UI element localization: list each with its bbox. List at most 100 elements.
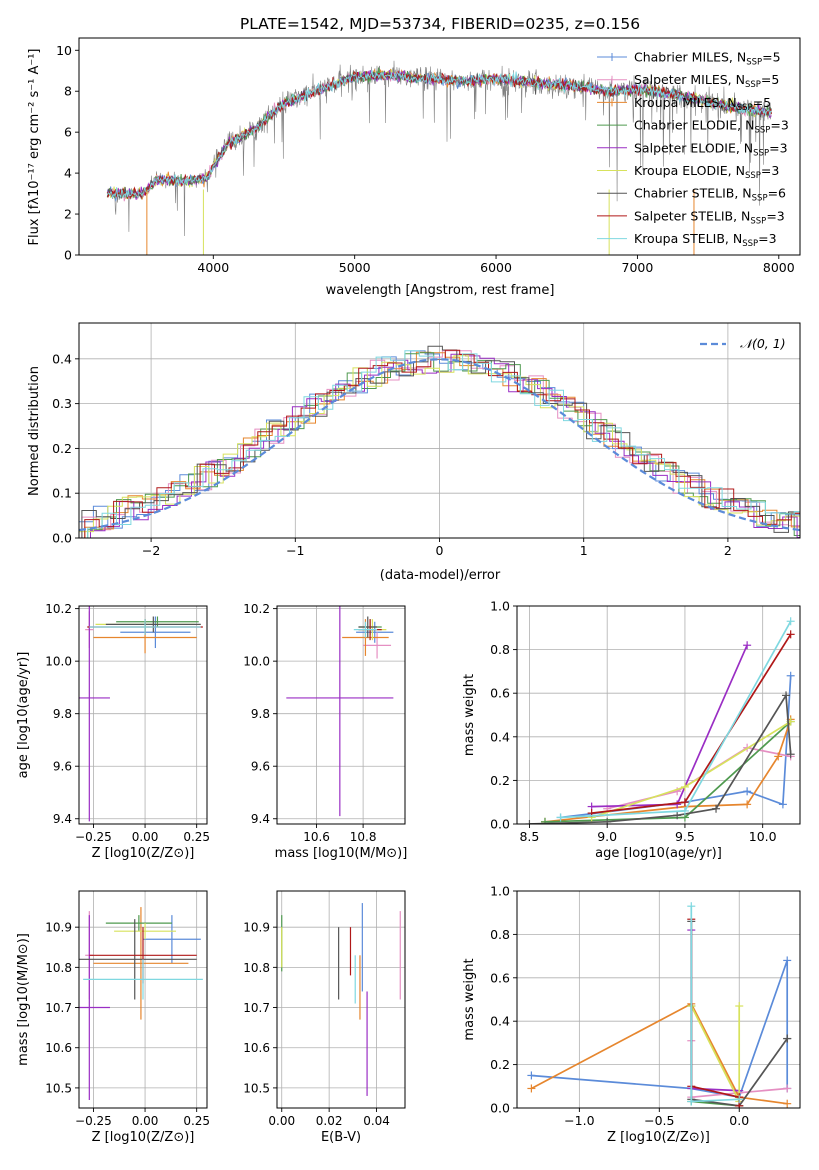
x-tick-label: −1.0 [564, 1113, 594, 1128]
x-tick-label: 0 [436, 543, 444, 558]
axes-age_vs_mass: 10.6 10.8 9.4 9.6 9.8 10.0 10.2 mass [log10(M/M… [243, 602, 407, 861]
plot-area [525, 617, 795, 824]
legend-label: Salpeter STELIB, NSSP=3 [634, 208, 785, 226]
x-axis-label: E(B-V) [321, 1130, 361, 1145]
y-tick-label: 0.8 [490, 642, 510, 657]
y-tick-label: 1.0 [490, 884, 510, 899]
legend-label: Kroupa ELODIE, NSSP=3 [634, 163, 779, 181]
histogram-series [81, 345, 800, 538]
y-tick-label: 8 [64, 84, 72, 99]
axes-frame [516, 605, 801, 825]
y-tick-label: 9.8 [251, 707, 270, 721]
y-tick-label: 0.2 [490, 1057, 510, 1072]
x-axis-label: Z [log10(Z/Z⊙)] [92, 1130, 195, 1145]
y-tick-label: 9.8 [53, 707, 72, 721]
axes-mass_weight_vs_age: 8.5 9.0 9.5 10.0 0.0 0.2 0.4 0.6 0.8 1.0 age [log1… [462, 599, 801, 861]
axes-age_vs_Z: −0.25 0.00 0.25 9.4 9.6 9.8 10.0 10.2 Z [log10(Z… [16, 602, 210, 861]
axes-frame [78, 605, 208, 825]
spectrum-model-line [106, 69, 772, 200]
x-tick-label: 10.8 [350, 830, 377, 844]
weight-series-line [560, 675, 792, 819]
y-tick-label: 9.6 [251, 760, 270, 774]
x-tick-label: 0.00 [132, 1114, 159, 1128]
x-tick-label: 0.25 [183, 1114, 210, 1128]
legend-label: Chabrier MILES, NSSP=5 [634, 50, 781, 68]
y-axis-label: Normed distribution [27, 366, 42, 496]
y-tick-label: 0.1 [52, 486, 72, 501]
legend: Chabrier MILES, NSSP=5 Salpeter MILES, NS… [597, 50, 789, 249]
plot-area [79, 345, 800, 538]
y-tick-label: 10.6 [243, 1041, 270, 1055]
y-tick-label: 0.0 [52, 531, 72, 546]
x-axis-label: Z [log10(Z/Z⊙)] [92, 846, 195, 861]
weight-series-line [544, 719, 792, 823]
y-tick-label: 10.0 [243, 655, 270, 669]
y-axis-label: mass weight [462, 958, 477, 1040]
weight-series-line [560, 620, 792, 819]
axes-spectrum: 4000 5000 6000 7000 8000 0 2 4 6 8 10 wavelength [A… [27, 37, 801, 298]
legend-label: Kroupa MILES, NSSP=5 [634, 95, 771, 113]
y-axis-label: mass weight [462, 674, 477, 756]
y-tick-label: 0.8 [490, 927, 510, 942]
plot-area [106, 60, 772, 255]
y-tick-label: 10.2 [45, 602, 72, 616]
weight-series-line [690, 906, 740, 1103]
x-tick-label: −0.5 [644, 1113, 674, 1128]
weight-series-line [531, 1002, 788, 1105]
y-tick-label: 10.5 [243, 1081, 270, 1095]
histogram-series [84, 349, 800, 538]
x-tick-label: 1 [580, 543, 588, 558]
x-axis-label: Z [log10(Z/Z⊙)] [607, 1130, 710, 1145]
y-tick-label: 9.6 [53, 760, 72, 774]
x-axis-label: wavelength [Angstrom, rest frame] [326, 283, 555, 298]
x-tick-label: 10.6 [303, 830, 330, 844]
legend-label: Kroupa STELIB, NSSP=3 [634, 231, 777, 249]
y-tick-label: 0.4 [490, 1014, 510, 1029]
y-tick-label: 0.0 [490, 1101, 510, 1116]
plot-area [286, 606, 394, 817]
y-tick-label: 0.2 [52, 441, 72, 456]
axes-mass_weight_vs_Z: −1.0 −0.5 0.0 0.0 0.2 0.4 0.6 0.8 1.0 Z [log10(Z/… [462, 884, 801, 1145]
x-axis-label: age [log10(age/yr)] [595, 846, 722, 861]
x-tick-label: 0.25 [183, 830, 210, 844]
axes-mass_vs_Z: −0.25 0.00 0.25 10.5 10.6 10.7 10.8 10.9 Z [log1… [16, 890, 210, 1145]
axes-frame [78, 890, 208, 1109]
x-tick-label: 2 [724, 543, 732, 558]
x-tick-label: 8.5 [519, 829, 539, 844]
x-tick-label: 10.0 [749, 829, 777, 844]
y-tick-label: 4 [64, 166, 72, 181]
histogram-series [79, 355, 800, 538]
x-tick-label: 9.0 [597, 829, 617, 844]
weight-series-line [529, 692, 792, 824]
y-tick-label: 0.4 [52, 351, 72, 366]
y-tick-label: 0.4 [490, 729, 510, 744]
weight-series-line [690, 930, 740, 1092]
x-tick-label: −2 [142, 543, 160, 558]
y-tick-label: 10.9 [45, 921, 72, 935]
x-tick-label: −0.25 [75, 830, 112, 844]
weight-series-line [591, 633, 792, 814]
x-tick-label: 0.0 [729, 1113, 749, 1128]
y-tick-label: 0 [64, 248, 72, 263]
plot-area [527, 902, 792, 1108]
x-tick-label: 6000 [480, 260, 512, 275]
y-tick-label: 10.5 [45, 1081, 72, 1095]
histogram-series [81, 350, 800, 538]
x-tick-label: 9.5 [675, 829, 695, 844]
x-tick-label: 0.00 [132, 830, 159, 844]
legend-label: 𝒩(0, 1) [740, 336, 786, 351]
axes-mass_vs_EBV: 0.00 0.02 0.04 10.5 10.6 10.7 10.8 10.9 E(B-V) [243, 890, 406, 1145]
x-tick-label: 7000 [622, 260, 654, 275]
plot-area [79, 907, 203, 1100]
x-tick-label: 8000 [763, 260, 795, 275]
y-tick-label: 10.8 [243, 961, 270, 975]
axes-frame [516, 890, 801, 1109]
axes-frame [276, 605, 406, 825]
plot-area [79, 606, 203, 822]
histogram-series [87, 352, 800, 538]
figure-title: PLATE=1542, MJD=53734, FIBERID=0235, z=0… [240, 15, 640, 33]
y-tick-label: 1.0 [490, 599, 510, 614]
x-axis-label: (data-model)/error [380, 568, 501, 583]
histogram-series [90, 353, 800, 538]
